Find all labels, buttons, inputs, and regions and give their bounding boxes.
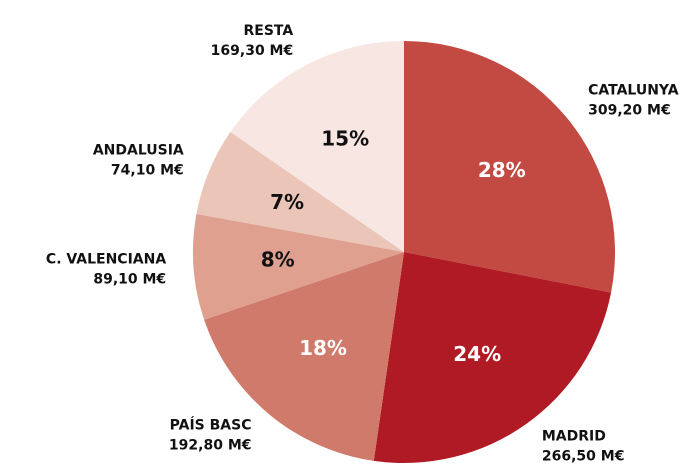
- percent-label: 15%: [321, 126, 369, 150]
- category-label: MADRID: [542, 429, 606, 445]
- pie-slice: [373, 252, 612, 463]
- category-label: PAÍS BASC: [170, 416, 252, 433]
- value-label: 192,80 M€: [169, 437, 252, 453]
- percent-label: 18%: [299, 336, 347, 360]
- value-label: 74,10 M€: [111, 163, 184, 179]
- category-label: ANDALUSIA: [93, 143, 184, 159]
- percent-label: 7%: [270, 190, 304, 214]
- pie-slice: [204, 252, 404, 461]
- pie-slice: [193, 213, 404, 320]
- percent-label: 8%: [261, 248, 295, 272]
- category-label: C. VALENCIANA: [46, 251, 166, 267]
- category-label: CATALUNYA: [588, 83, 679, 99]
- value-label: 309,20 M€: [588, 103, 671, 119]
- pie-slice: [230, 41, 404, 252]
- category-label: RESTA: [244, 23, 294, 39]
- percent-label: 28%: [478, 158, 526, 182]
- pie-slice: [404, 41, 616, 293]
- percent-label: 24%: [453, 342, 501, 366]
- value-label: 266,50 M€: [542, 449, 625, 464]
- value-label: 89,10 M€: [93, 271, 166, 287]
- pie-slice: [196, 132, 404, 252]
- value-label: 169,30 M€: [211, 43, 294, 59]
